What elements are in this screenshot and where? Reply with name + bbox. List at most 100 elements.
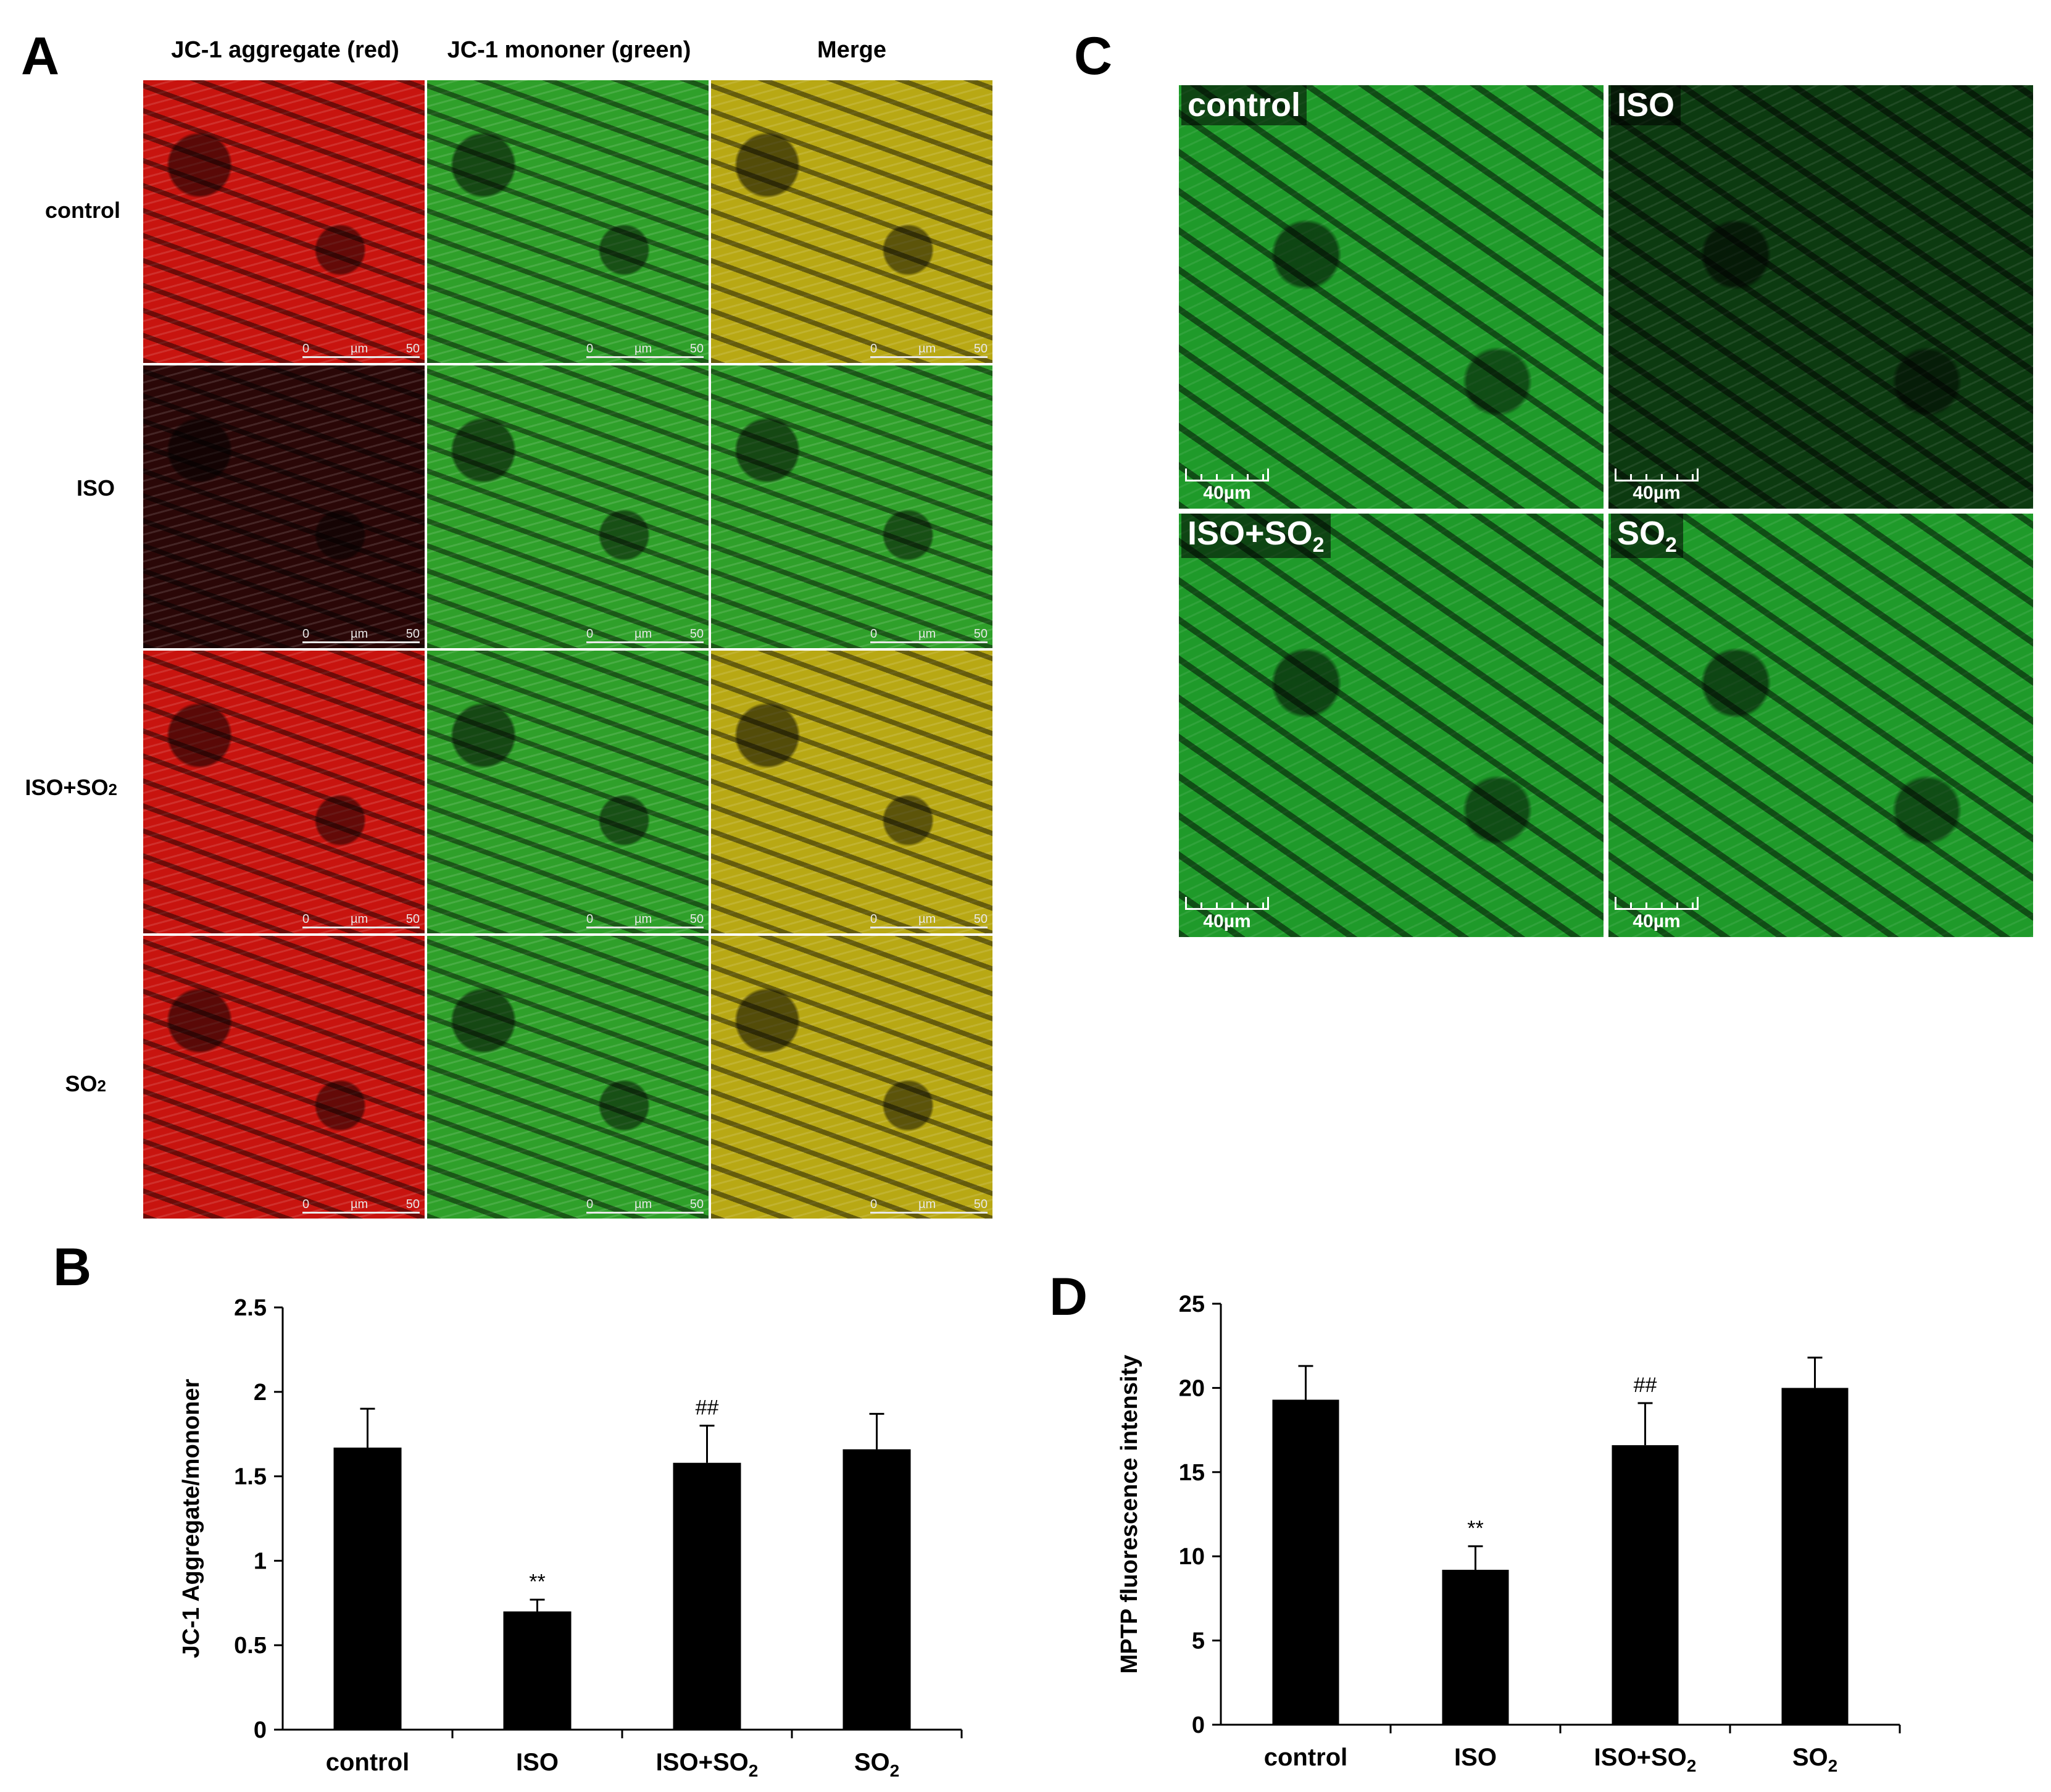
micrograph-a-r2-c2: 0 µm 50 bbox=[711, 651, 992, 933]
scale-bar: 0 µm 50 bbox=[586, 912, 704, 928]
scale-end: 50 bbox=[689, 627, 704, 641]
panel-c-image-grid: control 40µm ISO 40µm ISO+SO2 40µm SO2 40µm bbox=[1179, 85, 2033, 937]
x-category-label: ISO+SO2 bbox=[1594, 1744, 1697, 1775]
micrograph-c-label: ISO+SO2 bbox=[1181, 514, 1331, 558]
panel-b-letter: B bbox=[53, 1238, 92, 1297]
y-tick-label: 15 bbox=[1179, 1460, 1205, 1486]
scale-start: 0 bbox=[586, 342, 594, 356]
bar bbox=[673, 1462, 741, 1730]
x-category-label: SO2 bbox=[1792, 1744, 1837, 1775]
scale-end: 50 bbox=[973, 912, 988, 926]
scale-end: 50 bbox=[406, 627, 420, 641]
scale-bar: 0 µm 50 bbox=[302, 627, 420, 643]
scale-end: 50 bbox=[406, 1198, 420, 1211]
row-label-control: control bbox=[45, 198, 120, 223]
micrograph-c-0: control 40µm bbox=[1179, 85, 1604, 509]
bar bbox=[333, 1448, 402, 1730]
scale-end: 50 bbox=[406, 912, 420, 926]
chart-b: 0 0.5 1 1.5 2 2.5 JC-1 Aggregate/mononer contro… bbox=[178, 1295, 963, 1780]
micrograph-a-r0-c2: 0 µm 50 bbox=[711, 80, 992, 363]
scale-start: 0 bbox=[870, 912, 878, 926]
scale-unit: µm bbox=[351, 912, 368, 926]
chart-d: 0 5 10 15 20 25 MPTP fluorescence intensity con… bbox=[1117, 1291, 1901, 1775]
scale-start: 0 bbox=[586, 912, 594, 926]
scale-bar: 0 µm 50 bbox=[302, 1198, 420, 1214]
scale-bar: 0 µm 50 bbox=[586, 1198, 704, 1214]
micrograph-c-2: ISO+SO2 40µm bbox=[1179, 514, 1604, 937]
scale-end: 50 bbox=[973, 627, 988, 641]
scale-bar-40um: 40µm bbox=[1185, 897, 1269, 932]
y-tick-label: 1.5 bbox=[234, 1464, 267, 1490]
col-head-merge: Merge bbox=[817, 37, 886, 63]
y-tick-label: 25 bbox=[1179, 1291, 1205, 1317]
scale-start: 0 bbox=[870, 627, 878, 641]
y-tick-label: 1 bbox=[254, 1548, 267, 1574]
micrograph-a-r3-c0: 0 µm 50 bbox=[143, 936, 425, 1219]
scale-end: 50 bbox=[406, 342, 420, 356]
y-axis-label: JC-1 Aggregate/mononer bbox=[178, 1379, 204, 1659]
micrograph-a-r0-c0: 0 µm 50 bbox=[143, 80, 425, 363]
scale-bar: 0 µm 50 bbox=[586, 342, 704, 358]
scale-bar: 0 µm 50 bbox=[302, 342, 420, 358]
scale-label: 40µm bbox=[1633, 911, 1681, 931]
x-category-label: ISO bbox=[1454, 1744, 1497, 1771]
bar bbox=[1442, 1570, 1509, 1725]
scale-end: 50 bbox=[689, 912, 704, 926]
scale-unit: µm bbox=[918, 1198, 936, 1211]
scale-unit: µm bbox=[634, 342, 652, 356]
scale-start: 0 bbox=[302, 627, 310, 641]
scale-end: 50 bbox=[689, 342, 704, 356]
scale-start: 0 bbox=[302, 342, 310, 356]
y-tick-label: 0 bbox=[254, 1717, 267, 1743]
scale-bar-40um: 40µm bbox=[1615, 897, 1699, 932]
y-tick-label: 5 bbox=[1192, 1628, 1205, 1654]
significance-mark: ** bbox=[1467, 1517, 1483, 1540]
micrograph-c-label: control bbox=[1181, 85, 1307, 125]
y-tick-label: 2 bbox=[254, 1380, 267, 1406]
micrograph-a-r1-c1: 0 µm 50 bbox=[427, 365, 709, 648]
y-tick-label: 2.5 bbox=[234, 1295, 267, 1321]
scale-bar: 0 µm 50 bbox=[870, 342, 988, 358]
scale-label: 40µm bbox=[1203, 483, 1251, 503]
bar bbox=[842, 1449, 911, 1730]
micrograph-c-1: ISO 40µm bbox=[1608, 85, 2033, 509]
scale-start: 0 bbox=[586, 1198, 594, 1211]
scale-bar: 0 µm 50 bbox=[870, 627, 988, 643]
x-category-label: control bbox=[1264, 1744, 1348, 1771]
scale-bar: 0 µm 50 bbox=[302, 912, 420, 928]
scale-unit: µm bbox=[918, 342, 936, 356]
x-category-label: SO2 bbox=[854, 1749, 899, 1780]
scale-end: 50 bbox=[973, 342, 988, 356]
micrograph-c-3: SO2 40µm bbox=[1608, 514, 2033, 937]
scale-start: 0 bbox=[870, 342, 878, 356]
scale-unit: µm bbox=[351, 1198, 368, 1211]
y-tick-label: 10 bbox=[1179, 1544, 1205, 1570]
y-tick-label: 0.5 bbox=[234, 1633, 267, 1659]
y-axis-label: MPTP fluorescence intensity bbox=[1117, 1355, 1142, 1674]
scale-unit: µm bbox=[351, 627, 368, 641]
row-label-iso: ISO bbox=[76, 475, 115, 501]
panel-d-letter: D bbox=[1049, 1267, 1088, 1327]
panel-a-image-grid: 0 µm 50 0 µm 50 0 µm 50 0 µm 50 0 µm 50 0 µm 50 0 µm 50 0 µm 50… bbox=[143, 80, 994, 1220]
row-label-so2: SO2 bbox=[65, 1071, 106, 1096]
x-category-label: control bbox=[326, 1749, 410, 1776]
significance-mark: ## bbox=[696, 1396, 719, 1420]
bar bbox=[1781, 1388, 1849, 1725]
scale-start: 0 bbox=[870, 1198, 878, 1211]
scale-end: 50 bbox=[973, 1198, 988, 1211]
scale-unit: µm bbox=[634, 627, 652, 641]
bar bbox=[503, 1611, 572, 1730]
bar bbox=[1612, 1445, 1679, 1725]
micrograph-a-r3-c1: 0 µm 50 bbox=[427, 936, 709, 1219]
micrograph-a-r3-c2: 0 µm 50 bbox=[711, 936, 992, 1219]
scale-bar-40um: 40µm bbox=[1615, 469, 1699, 504]
scale-bar: 0 µm 50 bbox=[586, 627, 704, 643]
micrograph-a-r2-c1: 0 µm 50 bbox=[427, 651, 709, 933]
scale-unit: µm bbox=[351, 342, 368, 356]
scale-label: 40µm bbox=[1633, 483, 1681, 503]
micrograph-c-label: SO2 bbox=[1611, 514, 1683, 558]
micrograph-a-r1-c2: 0 µm 50 bbox=[711, 365, 992, 648]
col-head-mononer: JC-1 mononer (green) bbox=[447, 37, 691, 63]
scale-unit: µm bbox=[634, 912, 652, 926]
x-category-label: ISO+SO2 bbox=[656, 1749, 759, 1780]
